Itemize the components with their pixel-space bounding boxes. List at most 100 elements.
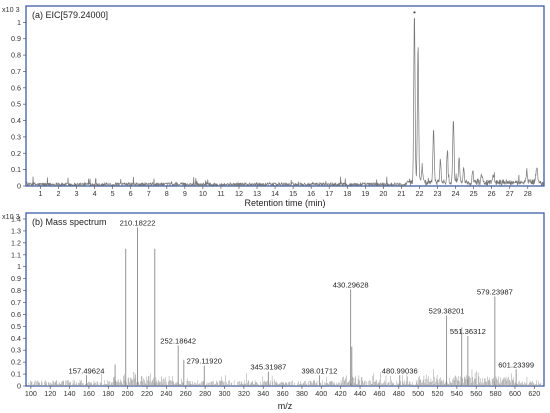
ms-x-tick-label: 620 <box>528 389 540 398</box>
ms-x-tick-label: 380 <box>296 389 308 398</box>
ms-x-tick-label: 600 <box>509 389 521 398</box>
ms-x-tick-label: 340 <box>257 389 269 398</box>
ms-x-tick-label: 100 <box>25 389 37 398</box>
ms-x-tick-label: 400 <box>315 389 327 398</box>
ms-x-tick-label: 580 <box>490 389 502 398</box>
ms-x-tick-label: 560 <box>470 389 482 398</box>
ms-peak-label: 529.38201 <box>429 307 465 316</box>
eic-x-tick-label: 8 <box>165 189 169 198</box>
eic-x-tick-label: 2 <box>56 189 60 198</box>
eic-trace-line <box>26 18 544 188</box>
ms-x-tick-label: 160 <box>83 389 95 398</box>
eic-x-tick-label: 19 <box>361 189 369 198</box>
eic-x-tick-label: 6 <box>129 189 133 198</box>
ms-x-tick-label: 280 <box>199 389 211 398</box>
eic-x-tick-label: 28 <box>524 189 532 198</box>
ms-y-tick-label: 0.6 <box>11 310 21 319</box>
eic-x-tick-label: 3 <box>75 189 79 198</box>
ms-x-tick-label: 120 <box>44 389 56 398</box>
eic-y-tick-label: 0.8 <box>11 51 21 60</box>
ms-y-tick-label: 0.2 <box>11 358 21 367</box>
ms-y-tick-label: 0.1 <box>11 370 21 379</box>
ms-x-tick-label: 480 <box>393 389 405 398</box>
ms-x-tick-label: 500 <box>412 389 424 398</box>
ms-y-tick-label: 1.2 <box>11 238 21 247</box>
ms-x-tick-label: 260 <box>180 389 192 398</box>
eic-x-tick-label: 21 <box>397 189 405 198</box>
eic-x-tick-label: 17 <box>325 189 333 198</box>
ms-x-tick-label: 360 <box>277 389 289 398</box>
ms-x-axis-label: m/z <box>278 401 293 411</box>
ms-panel-title: (b) Mass spectrum <box>32 217 107 227</box>
eic-x-tick-label: 13 <box>253 189 261 198</box>
ms-noise-sticks <box>28 369 542 386</box>
eic-plot-frame <box>25 5 545 187</box>
ms-peak-label: 398.01712 <box>301 366 337 375</box>
ms-y-tick-label: 0 <box>17 382 21 391</box>
eic-x-tick-label: 5 <box>111 189 115 198</box>
ms-y-tick-label: 1.1 <box>11 250 21 259</box>
ms-peak-label: 430.29628 <box>333 280 369 289</box>
ms-peak-label: 279.11920 <box>187 357 222 366</box>
ms-y-tick-label: 0.5 <box>11 322 21 331</box>
eic-x-tick-label: 27 <box>506 189 514 198</box>
mass-spectrum-panel: x10 3 (b) Mass spectrum 0 0.1 0.2 0.3 0.4 0.5 0.… <box>2 212 545 411</box>
eic-y-tick-label: 0.3 <box>11 132 21 141</box>
eic-x-tick-label: 15 <box>289 189 297 198</box>
ms-peak-label: 480.99036 <box>382 366 418 375</box>
ms-y-tick-label: 0.8 <box>11 286 21 295</box>
ms-peak-label: 252.18642 <box>160 336 196 345</box>
ms-x-tick-label: 220 <box>141 389 153 398</box>
ms-x-tick-label: 540 <box>451 389 463 398</box>
ms-x-tick-label: 440 <box>354 389 366 398</box>
ms-y-tick-label: 0.4 <box>11 334 21 343</box>
eic-x-tick-label: 26 <box>488 189 496 198</box>
eic-y-tick-label: 0.6 <box>11 83 21 92</box>
eic-x-tick-label: 16 <box>307 189 315 198</box>
eic-panel: x10 3 (a) EIC[579.24000] 0 0.1 0.2 0.3 0.4 0.5 0… <box>2 5 545 208</box>
ms-y-tick-label: 0.9 <box>11 274 21 283</box>
eic-y-tick-label: 0.1 <box>11 165 21 174</box>
ms-x-tick-label: 300 <box>218 389 230 398</box>
eic-y-tick-label: 0.9 <box>11 34 21 43</box>
eic-x-tick-label: 24 <box>452 189 460 198</box>
ms-x-tick-label: 240 <box>160 389 172 398</box>
eic-y-tick-label: 0 <box>17 182 21 191</box>
eic-x-tick-label: 25 <box>470 189 478 198</box>
eic-x-tick-label: 1 <box>38 189 42 198</box>
ms-y-tick-label: 0.7 <box>11 298 21 307</box>
ms-x-tick-label: 460 <box>373 389 385 398</box>
eic-y-tick-label: 1 <box>17 18 21 27</box>
ms-y-tick-label: 1 <box>17 262 21 271</box>
eic-x-axis-label: Retention time (min) <box>244 198 325 208</box>
eic-x-tick-label: 12 <box>235 189 243 198</box>
ms-peak-label: 601.23399 <box>498 360 534 369</box>
ms-peak-label: 579.23987 <box>477 288 513 297</box>
ms-x-tick-label: 320 <box>238 389 250 398</box>
eic-x-tick-label: 11 <box>217 189 224 198</box>
eic-peak-marker: ▪ <box>413 7 416 16</box>
ms-peak-label: 551.36312 <box>450 327 486 336</box>
ms-plot-frame <box>25 212 545 387</box>
eic-x-tick-label: 9 <box>183 189 187 198</box>
ms-y-scale-label: x10 3 <box>2 212 20 221</box>
ms-peak-label: 157.49624 <box>69 366 105 375</box>
ms-x-tick-label: 140 <box>64 389 76 398</box>
ms-y-tick-label: 1.4 <box>11 214 21 223</box>
eic-x-tick-label: 10 <box>199 189 207 198</box>
eic-y-tick-label: 0.2 <box>11 149 21 158</box>
eic-x-tick-label: 4 <box>93 189 97 198</box>
ms-x-tick-label: 180 <box>102 389 114 398</box>
eic-x-tick-label: 22 <box>415 189 423 198</box>
ms-y-tick-label: 0.3 <box>11 346 21 355</box>
eic-x-tick-label: 14 <box>271 189 279 198</box>
eic-panel-title: (a) EIC[579.24000] <box>32 10 108 20</box>
eic-x-tick-label: 20 <box>379 189 387 198</box>
ms-y-tick-label: 1.3 <box>11 226 21 235</box>
eic-x-tick-label: 7 <box>147 189 151 198</box>
eic-y-tick-label: 0.5 <box>11 100 21 109</box>
ms-x-tick-label: 520 <box>431 389 443 398</box>
ms-peak-label: 210.18222 <box>120 218 156 227</box>
